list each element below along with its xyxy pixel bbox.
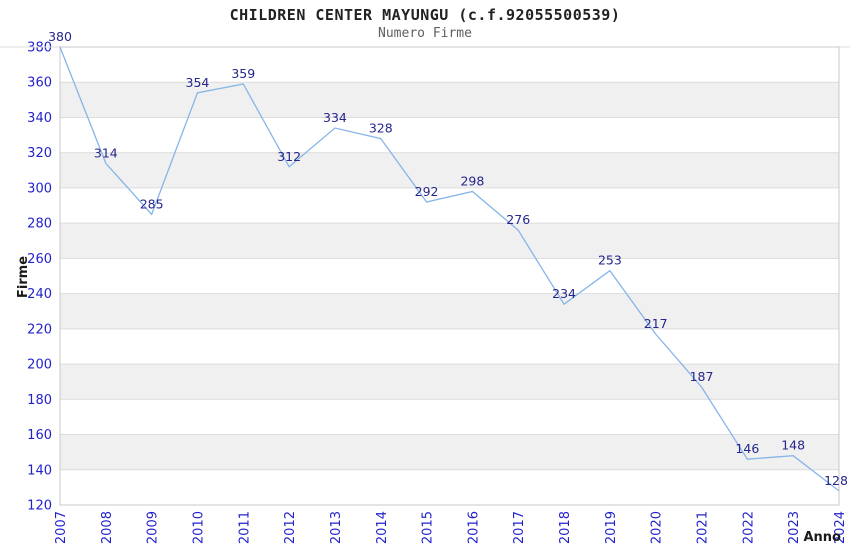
x-tick-label: 2009	[146, 511, 161, 544]
x-tick-label: 2013	[329, 511, 344, 544]
y-tick-label: 120	[27, 499, 52, 514]
plot-band	[60, 223, 839, 259]
x-tick-label: 2021	[696, 511, 711, 544]
y-axis-title: Firme	[16, 256, 31, 298]
series-line	[59, 46, 840, 492]
x-tick-label: 2023	[787, 511, 802, 544]
x-tick-label: 2022	[741, 511, 756, 544]
y-tick-label: 300	[27, 181, 52, 196]
plot-band	[60, 293, 839, 329]
x-axis-title: Anno	[803, 530, 841, 545]
data-point-label: 253	[598, 253, 622, 268]
y-tick-label: 320	[27, 146, 52, 161]
data-point-label: 334	[323, 110, 347, 125]
data-point-label: 128	[824, 473, 848, 488]
data-point-label: 187	[690, 369, 714, 384]
data-point-label: 285	[140, 196, 164, 211]
x-tick-label: 2014	[375, 511, 390, 544]
y-tick-label: 220	[27, 322, 52, 337]
x-tick-label: 2008	[100, 511, 115, 544]
plot-band	[60, 152, 839, 188]
x-tick-label: 2024	[833, 511, 848, 544]
data-point-label: 298	[460, 173, 484, 188]
x-tick-label: 2019	[604, 511, 619, 544]
y-tick-label: 180	[27, 393, 52, 408]
y-tick-label: 340	[27, 111, 52, 126]
plot-band	[60, 364, 839, 400]
plot-band	[60, 82, 839, 118]
data-point-label: 276	[506, 212, 530, 227]
x-tick-label: 2020	[650, 511, 665, 544]
y-tick-label: 280	[27, 217, 52, 232]
x-tick-label: 2007	[54, 511, 69, 544]
plot-band	[60, 434, 839, 470]
x-tick-label: 2015	[421, 511, 436, 544]
x-tick-label: 2012	[283, 511, 298, 544]
x-tick-label: 2018	[558, 511, 573, 544]
data-point-label: 146	[735, 441, 759, 456]
y-tick-label: 380	[27, 41, 52, 56]
y-tick-label: 140	[27, 463, 52, 478]
data-point-label: 217	[644, 316, 668, 331]
y-tick-label: 360	[27, 76, 52, 91]
chart-title: CHILDREN CENTER MAYUNGU (c.f.92055500539…	[229, 6, 621, 24]
x-tick-label: 2017	[512, 511, 527, 544]
data-point-label: 359	[231, 66, 255, 81]
plot-border	[59, 46, 840, 506]
y-tick-label: 200	[27, 358, 52, 373]
data-point-label: 148	[781, 438, 805, 453]
data-point-label: 312	[277, 149, 301, 164]
data-point-label: 292	[415, 184, 439, 199]
data-point-label: 234	[552, 286, 576, 301]
data-point-label: 354	[186, 75, 210, 90]
y-tick-label: 260	[27, 252, 52, 267]
chart-subtitle: Numero Firme	[378, 26, 472, 41]
y-tick-label: 240	[27, 287, 52, 302]
y-tick-label: 160	[27, 428, 52, 443]
data-point-label: 314	[94, 145, 118, 160]
x-tick-label: 2010	[191, 511, 206, 544]
data-point-label: 380	[48, 29, 72, 44]
x-tick-label: 2011	[237, 511, 252, 544]
data-point-label: 328	[369, 121, 393, 136]
x-tick-label: 2016	[466, 511, 481, 544]
